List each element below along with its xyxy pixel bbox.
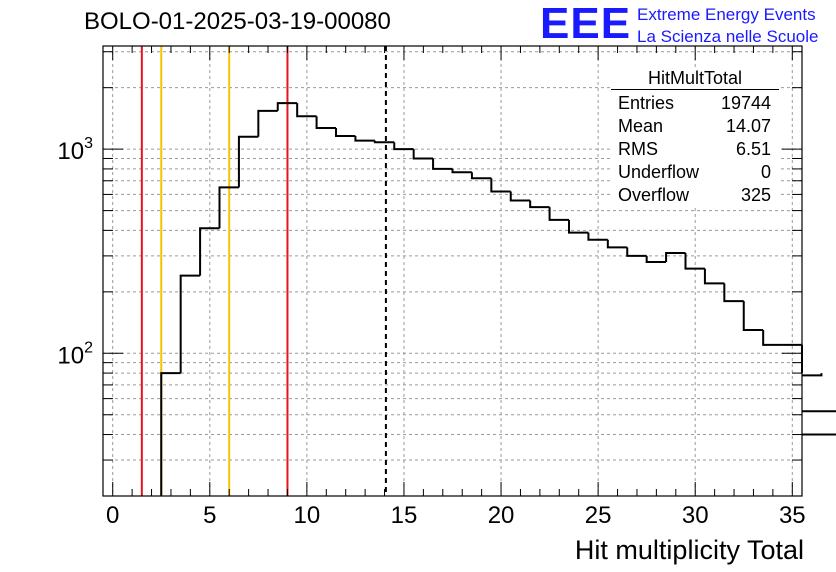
x-tick-label: 0 <box>106 502 119 529</box>
y-tick-label-base: 10 <box>57 342 84 369</box>
histogram-bin <box>626 247 647 257</box>
stats-row-mean: Mean 14.07 <box>611 115 779 138</box>
stats-row-rms: RMS 6.51 <box>611 138 779 161</box>
histogram-layer <box>160 102 836 496</box>
histogram-bin <box>606 239 628 249</box>
histogram-bin <box>802 373 823 377</box>
plot-frame <box>102 45 803 497</box>
stats-row-underflow: Underflow 0 <box>611 161 779 184</box>
stats-title: HitMultTotal <box>611 68 779 90</box>
histogram-bin <box>432 158 453 170</box>
x-tick-label: 35 <box>779 502 806 529</box>
histogram-bin <box>276 102 298 111</box>
histogram-bin <box>529 200 550 209</box>
x-tick-label: 30 <box>682 502 709 529</box>
run-title: BOLO-01-2025-03-19-00080 <box>84 8 391 35</box>
histogram-bin <box>237 135 259 188</box>
histogram-bin <box>296 103 317 118</box>
histogram-bin <box>802 433 836 436</box>
histogram-bin <box>723 283 744 303</box>
histogram-bin <box>373 140 395 144</box>
stats-label: Underflow <box>618 162 700 182</box>
histogram-bin <box>199 227 220 276</box>
marker-layer <box>140 46 387 496</box>
stats-value: 6.51 <box>735 139 771 159</box>
histogram-bin <box>742 301 764 332</box>
histogram-bin <box>393 142 414 151</box>
y-tick-label: 103 <box>57 135 93 165</box>
stats-value: 325 <box>740 185 771 205</box>
stats-box: HitMultTotal Entries 19744 Mean 14.07 RM… <box>611 68 779 207</box>
x-tick-label: 25 <box>585 502 612 529</box>
histogram-bin <box>568 219 589 234</box>
stats-value: 19744 <box>720 93 771 113</box>
logo-subtitle-1: Extreme Energy Events <box>637 5 816 24</box>
histogram-bin <box>218 186 239 229</box>
x-tick-label: 20 <box>488 502 515 529</box>
histogram-bin <box>684 252 705 270</box>
histogram-bin <box>412 149 434 160</box>
stats-label: Overflow <box>618 185 690 205</box>
histogram-bin <box>548 207 569 221</box>
histogram-bin <box>645 255 667 264</box>
y-tick-label-base: 10 <box>57 138 84 165</box>
x-tick-label: 5 <box>203 502 216 529</box>
histogram-bin <box>179 274 201 374</box>
histogram-bin <box>762 330 783 346</box>
histogram-bin <box>335 127 356 137</box>
stats-label: Mean <box>618 116 664 136</box>
histogram-bin <box>703 268 725 285</box>
stats-value: 14.07 <box>725 116 771 136</box>
stats-label: RMS <box>618 139 658 159</box>
histogram-bin <box>315 116 336 129</box>
histogram-bin <box>509 191 531 202</box>
stats-value: 0 <box>760 162 771 182</box>
x-axis-label: Hit multiplicity Total <box>574 535 804 565</box>
histogram-bin <box>470 172 492 180</box>
y-tick-label-exp: 3 <box>84 135 93 152</box>
stats-label: Entries <box>618 93 675 113</box>
histogram-bin <box>257 109 278 137</box>
stats-row-entries: Entries 19744 <box>611 92 779 115</box>
histogram-bin <box>802 410 836 413</box>
histogram-bin <box>587 232 608 241</box>
stats-row-overflow: Overflow 325 <box>611 184 779 207</box>
x-tick-label: 15 <box>391 502 418 529</box>
y-tick-label: 102 <box>57 339 93 369</box>
logo-subtitle-2: La Scienza nelle Scuole <box>637 27 819 46</box>
eee-logo-mark: EEE <box>540 0 632 48</box>
histogram-bin <box>354 135 375 142</box>
histogram-bin <box>160 372 181 496</box>
x-tick-label: 10 <box>294 502 321 529</box>
y-tick-label-exp: 2 <box>84 339 93 356</box>
histogram-bin <box>665 251 686 263</box>
histogram-bin <box>490 178 511 193</box>
histogram-bin <box>451 168 472 174</box>
